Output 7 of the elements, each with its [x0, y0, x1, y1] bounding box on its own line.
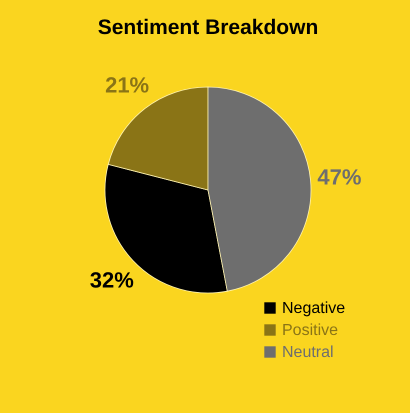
data-label: 21%: [105, 72, 150, 98]
data-label: 32%: [90, 267, 134, 292]
data-label: 47%: [317, 164, 362, 190]
chart-title: Sentiment Breakdown: [98, 16, 318, 39]
legend-label: Neutral: [282, 344, 334, 361]
legend-label: Negative: [282, 300, 346, 317]
legend-label: Positive: [282, 322, 338, 339]
